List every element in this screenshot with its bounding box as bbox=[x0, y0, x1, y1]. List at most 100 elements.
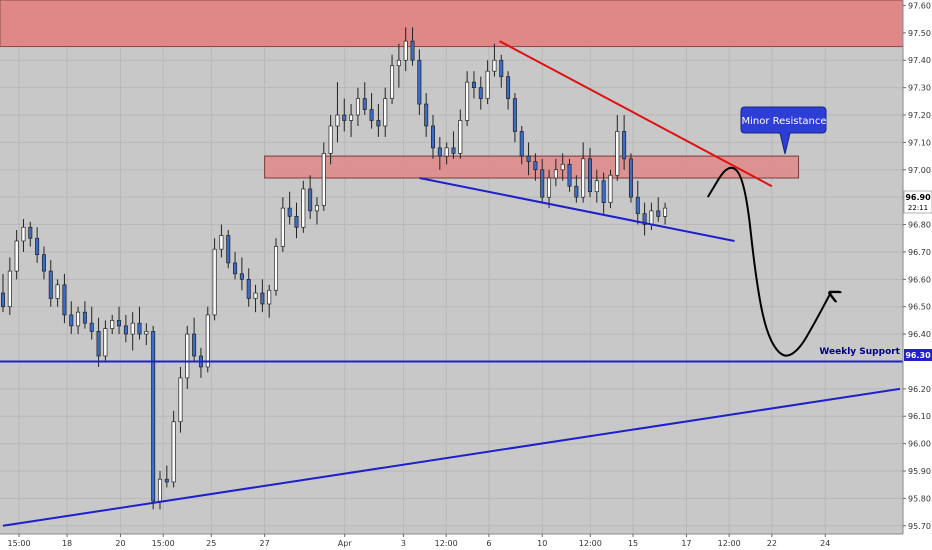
candle-body bbox=[444, 147, 449, 157]
candle-body bbox=[656, 210, 661, 217]
candle-body bbox=[321, 153, 326, 206]
candle-body bbox=[185, 333, 190, 379]
candle-body bbox=[117, 320, 122, 327]
y-tick-label: 95.70 bbox=[908, 522, 931, 531]
candle-body bbox=[14, 240, 19, 272]
descending-resistance-line bbox=[499, 40, 773, 188]
candle-body bbox=[519, 131, 524, 157]
candle-body bbox=[560, 163, 565, 171]
candle-body bbox=[164, 478, 169, 483]
x-tick-label: 20 bbox=[115, 539, 125, 548]
y-tick-label: 96.60 bbox=[908, 275, 931, 284]
candle-body bbox=[308, 188, 313, 212]
candle-body bbox=[417, 59, 422, 105]
y-tick-label: 96.10 bbox=[908, 412, 931, 421]
candle-body bbox=[192, 333, 197, 357]
candle-body bbox=[424, 103, 429, 127]
y-tick-label: 97.00 bbox=[908, 166, 931, 175]
candle-body bbox=[123, 325, 128, 335]
last-price-value: 96.90 bbox=[905, 193, 931, 202]
candle-body bbox=[294, 215, 299, 228]
x-tick-label: 17 bbox=[681, 539, 691, 548]
resistance-zone bbox=[0, 0, 904, 48]
candle-body bbox=[458, 120, 463, 154]
candle-body bbox=[526, 155, 531, 162]
candle-body bbox=[642, 213, 647, 225]
weekly-support-price-box bbox=[904, 349, 932, 361]
line-layer bbox=[0, 40, 903, 527]
candle-body bbox=[594, 180, 599, 193]
candle-body bbox=[41, 254, 46, 272]
candle-body bbox=[649, 210, 654, 225]
x-tick-label: 12:00 bbox=[579, 539, 602, 548]
candle-body bbox=[48, 270, 53, 299]
candle-body bbox=[301, 188, 306, 228]
candle-body bbox=[567, 163, 572, 187]
candle-body bbox=[437, 147, 442, 157]
x-tick-label: 10 bbox=[537, 539, 547, 548]
candle-body bbox=[349, 114, 354, 121]
candle-body bbox=[547, 177, 552, 198]
candle-body bbox=[335, 114, 340, 127]
y-tick-label: 97.50 bbox=[908, 29, 931, 38]
candle-body bbox=[0, 292, 6, 308]
x-tick-label: 3 bbox=[401, 539, 406, 548]
candle-body bbox=[314, 205, 319, 212]
candle-body bbox=[246, 278, 251, 299]
rising-support-line bbox=[2, 387, 901, 527]
candle-body bbox=[410, 40, 415, 61]
candle-body bbox=[608, 174, 613, 203]
y-tick-label: 96.40 bbox=[908, 330, 931, 339]
x-tick-label: 22 bbox=[767, 539, 777, 548]
last-price-box bbox=[903, 190, 932, 214]
candle-body bbox=[622, 131, 627, 160]
y-tick-label: 95.90 bbox=[908, 467, 931, 476]
candle-body bbox=[383, 98, 388, 127]
candle-body bbox=[587, 158, 592, 193]
y-tick-label: 97.60 bbox=[908, 1, 931, 10]
candle-body bbox=[219, 235, 224, 250]
x-tick-label: 15:00 bbox=[7, 539, 30, 548]
candle-body bbox=[205, 314, 210, 368]
y-tick-label: 97.10 bbox=[908, 138, 931, 147]
y-tick-label: 96.50 bbox=[908, 303, 931, 312]
candle-body bbox=[144, 331, 149, 335]
y-tick-label: 96.80 bbox=[908, 221, 931, 230]
candle-body bbox=[178, 377, 183, 423]
candle-body bbox=[355, 98, 360, 116]
weekly-support-price-value: 96.30 bbox=[905, 351, 931, 360]
candle-body bbox=[62, 284, 67, 316]
candle-body bbox=[21, 226, 26, 242]
x-tick-label: 12:00 bbox=[718, 539, 741, 548]
minor-resistance-zone bbox=[264, 155, 800, 179]
candle-body bbox=[376, 120, 381, 127]
candle-body bbox=[451, 147, 456, 154]
candle-body bbox=[465, 81, 470, 121]
candle-body bbox=[499, 59, 504, 78]
candle-body bbox=[239, 273, 244, 280]
candle-body bbox=[260, 292, 265, 305]
minor-resistance-bubble bbox=[740, 106, 827, 155]
candle-body bbox=[328, 125, 333, 154]
y-tick-label: 97.30 bbox=[908, 84, 931, 93]
candle-body bbox=[226, 235, 231, 264]
x-tick-label: 24 bbox=[820, 539, 830, 548]
candle-body bbox=[55, 284, 60, 299]
candle-body bbox=[369, 109, 374, 121]
candle-body bbox=[635, 196, 640, 214]
candle-body bbox=[362, 98, 367, 110]
minor-resistance-callout: Minor Resistance bbox=[740, 106, 827, 155]
candle-body bbox=[287, 207, 292, 217]
candle-body bbox=[110, 320, 115, 329]
candle-body bbox=[151, 331, 156, 502]
y-tick-label: 97.40 bbox=[908, 56, 931, 65]
x-tick-label: Apr bbox=[338, 539, 353, 548]
candle-body bbox=[35, 237, 40, 256]
candle-body bbox=[233, 262, 238, 275]
weekly-support-price-tag: 96.30 bbox=[904, 349, 932, 361]
candle-body bbox=[506, 76, 511, 99]
candle-body bbox=[103, 328, 108, 357]
candle-body bbox=[157, 478, 162, 502]
candle-body bbox=[7, 270, 12, 308]
